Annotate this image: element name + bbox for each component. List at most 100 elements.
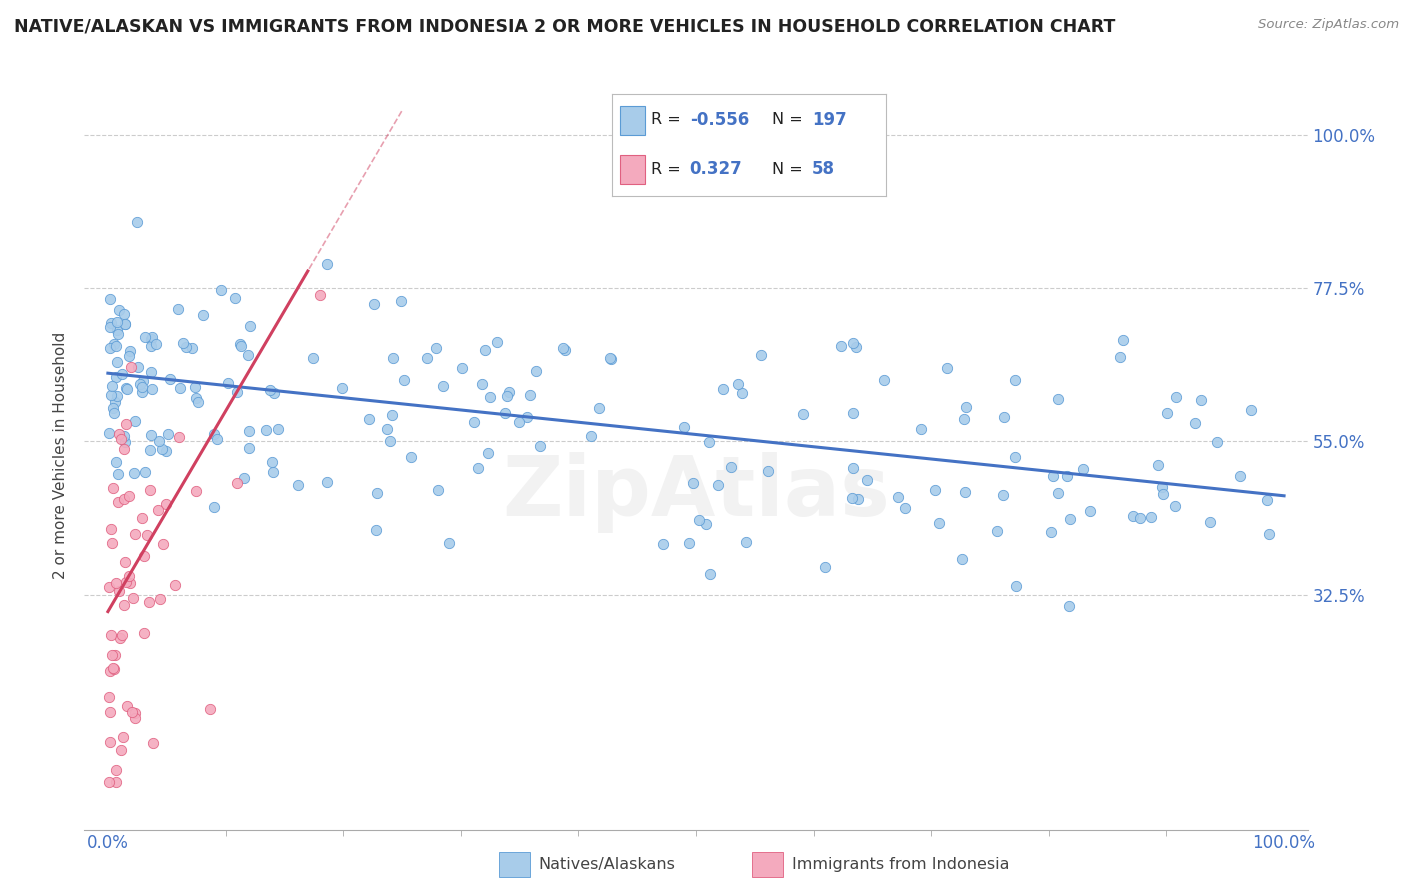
Point <box>432 379 454 393</box>
Point <box>953 411 976 425</box>
Point <box>1150 480 1173 494</box>
Point <box>100 388 122 402</box>
Point <box>699 567 721 582</box>
Point <box>841 406 863 420</box>
Point <box>139 365 162 379</box>
Point <box>846 492 869 507</box>
Point <box>104 395 127 409</box>
Point <box>132 374 155 388</box>
Point <box>207 433 229 447</box>
Point <box>756 464 779 478</box>
Point <box>148 502 170 516</box>
Point <box>1042 469 1064 483</box>
Point <box>184 380 207 394</box>
Point <box>1206 434 1229 449</box>
Point <box>735 534 758 549</box>
Point <box>101 536 124 550</box>
Point <box>127 359 149 374</box>
Text: NATIVE/ALASKAN VS IMMIGRANTS FROM INDONESIA 2 OR MORE VEHICLES IN HOUSEHOLD CORR: NATIVE/ALASKAN VS IMMIGRANTS FROM INDONE… <box>14 18 1115 36</box>
Point <box>524 363 547 377</box>
Point <box>1112 333 1135 347</box>
Point <box>1229 469 1251 483</box>
Point <box>139 483 162 498</box>
Y-axis label: 2 or more Vehicles in Household: 2 or more Vehicles in Household <box>53 331 69 579</box>
Text: R =: R = <box>651 161 686 177</box>
Point <box>1156 406 1178 420</box>
Point <box>1004 450 1026 464</box>
Point <box>107 467 129 481</box>
Point <box>1256 493 1278 508</box>
Point <box>155 497 177 511</box>
Text: N =: N = <box>772 161 808 177</box>
Point <box>174 340 197 354</box>
Point <box>169 381 191 395</box>
FancyBboxPatch shape <box>620 106 644 135</box>
Point <box>364 523 387 537</box>
Point <box>463 415 485 429</box>
Point <box>599 351 621 365</box>
Point <box>955 484 977 499</box>
Point <box>377 422 399 436</box>
Point <box>986 524 1008 539</box>
Point <box>129 377 152 392</box>
Point <box>100 316 122 330</box>
Point <box>163 578 186 592</box>
Point <box>652 537 675 551</box>
Point <box>381 351 404 365</box>
Point <box>1040 525 1063 540</box>
Point <box>112 428 135 442</box>
Point <box>107 495 129 509</box>
Point <box>103 406 125 420</box>
Point <box>924 483 946 497</box>
Point <box>107 584 129 599</box>
Point <box>1047 392 1070 407</box>
Point <box>101 401 124 416</box>
Point <box>727 376 749 391</box>
Point <box>117 382 139 396</box>
Point <box>238 441 260 455</box>
Point <box>105 338 128 352</box>
Point <box>131 380 153 394</box>
Point <box>508 415 530 429</box>
Point <box>120 359 142 374</box>
Text: 0.327: 0.327 <box>690 160 742 178</box>
Point <box>1109 350 1132 364</box>
Point <box>330 381 353 395</box>
Point <box>1078 504 1101 518</box>
Point <box>159 372 181 386</box>
Point <box>366 485 388 500</box>
Point <box>1005 579 1028 593</box>
Point <box>392 373 415 387</box>
Point <box>104 648 127 663</box>
Point <box>114 318 136 332</box>
Point <box>229 337 252 351</box>
Point <box>1146 458 1168 473</box>
Point <box>425 341 447 355</box>
Point <box>141 736 163 750</box>
Point <box>928 516 950 531</box>
Point <box>110 743 132 757</box>
Point <box>226 384 249 399</box>
Point <box>359 412 381 426</box>
Point <box>991 488 1014 502</box>
Point <box>262 455 284 469</box>
Point <box>112 730 135 744</box>
Point <box>172 336 194 351</box>
Point <box>118 344 141 359</box>
Point <box>103 662 125 676</box>
Point <box>125 215 148 229</box>
Point <box>107 327 129 342</box>
Point <box>139 339 162 353</box>
Point <box>104 775 127 789</box>
Point <box>588 401 610 416</box>
Point <box>467 461 489 475</box>
Point <box>302 351 325 365</box>
Point <box>110 632 132 646</box>
Point <box>132 626 155 640</box>
Point <box>187 395 209 409</box>
Point <box>100 522 122 536</box>
Point <box>131 385 153 400</box>
Point <box>97 690 120 705</box>
Point <box>150 442 173 456</box>
Text: 197: 197 <box>811 111 846 128</box>
